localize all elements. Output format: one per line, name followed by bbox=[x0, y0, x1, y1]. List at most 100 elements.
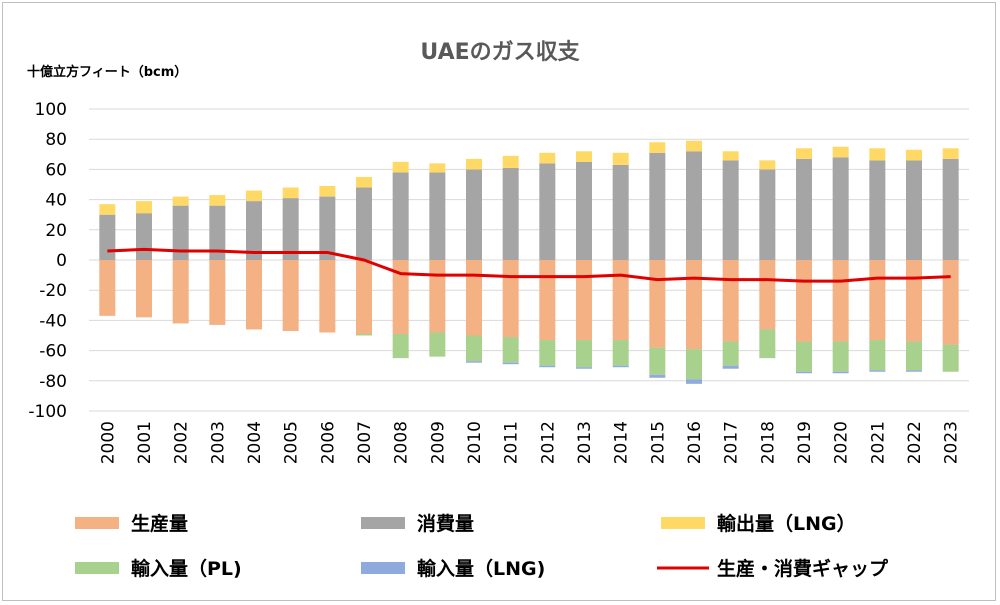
y-axis-ticks: 100 80 60 40 20 0 -20 -40 -60 -80 -100 bbox=[28, 100, 67, 422]
bar-segment bbox=[869, 160, 886, 260]
bar-segment bbox=[722, 365, 739, 369]
bar-segment bbox=[246, 260, 262, 330]
bar-segment bbox=[906, 260, 922, 342]
x-tick-label: 2016 bbox=[685, 421, 705, 464]
bar-segment bbox=[319, 186, 336, 197]
bar-segment bbox=[942, 148, 959, 159]
bar-segment bbox=[906, 341, 922, 371]
chart-title: UAEのガス収支 bbox=[420, 40, 580, 65]
x-tick-label: 2017 bbox=[722, 421, 742, 464]
bar-segment bbox=[686, 260, 702, 350]
y-tick-label: 20 bbox=[45, 221, 67, 241]
bar-segment bbox=[539, 365, 556, 368]
bar-segment bbox=[832, 146, 849, 158]
y-axis-unit-label: 十億立方フィート（bcm） bbox=[27, 64, 187, 80]
bar-segment bbox=[209, 260, 226, 325]
legend-swatch bbox=[361, 562, 405, 574]
x-tick-label: 2005 bbox=[282, 421, 302, 464]
bars bbox=[99, 140, 959, 384]
x-tick-label: 2004 bbox=[245, 421, 265, 464]
bar-segment bbox=[356, 333, 372, 336]
x-tick-label: 2011 bbox=[502, 421, 522, 464]
bar-segment bbox=[172, 196, 189, 206]
bar-segment bbox=[649, 260, 666, 348]
bar-segment bbox=[796, 158, 812, 260]
x-tick-label: 2008 bbox=[392, 421, 412, 464]
bar-segment bbox=[99, 204, 116, 215]
bar-segment bbox=[869, 148, 886, 161]
bar-segment bbox=[796, 371, 812, 374]
y-tick-label: -40 bbox=[39, 311, 67, 331]
bar-segment bbox=[759, 329, 776, 359]
bar-segment bbox=[722, 260, 739, 342]
bar-segment bbox=[502, 155, 519, 168]
x-tick-label: 2019 bbox=[795, 421, 815, 464]
bar-segment bbox=[906, 149, 922, 161]
bar-segment bbox=[246, 201, 262, 260]
bar-segment bbox=[502, 362, 519, 365]
x-tick-label: 2007 bbox=[355, 421, 375, 464]
y-tick-label: 0 bbox=[56, 251, 67, 271]
bar-segment bbox=[612, 164, 629, 260]
bar-segment bbox=[392, 260, 409, 334]
bar-segment bbox=[832, 371, 849, 374]
x-tick-label: 2018 bbox=[758, 421, 778, 464]
bar-segment bbox=[502, 260, 519, 338]
legend-swatch bbox=[75, 517, 119, 529]
bar-segment bbox=[502, 167, 519, 260]
x-tick-label: 2006 bbox=[318, 421, 338, 464]
legend-label: 輸入量（LNG) bbox=[417, 557, 545, 580]
x-tick-label: 2000 bbox=[98, 421, 118, 464]
bar-segment bbox=[539, 340, 556, 366]
bar-segment bbox=[356, 260, 372, 334]
bar-segment bbox=[686, 140, 702, 152]
bar-segment bbox=[612, 152, 629, 165]
legend-label: 生産量 bbox=[131, 512, 188, 535]
bar-segment bbox=[649, 374, 666, 378]
y-tick-label: -60 bbox=[39, 342, 67, 362]
x-tick-label: 2014 bbox=[612, 421, 632, 464]
bar-segment bbox=[906, 160, 922, 260]
x-tick-label: 2020 bbox=[832, 421, 852, 464]
bar-segment bbox=[869, 260, 886, 341]
bar-segment bbox=[282, 260, 299, 331]
bar-segment bbox=[869, 370, 886, 372]
x-tick-label: 2012 bbox=[538, 421, 558, 464]
bar-segment bbox=[466, 169, 482, 260]
legend-label: 輸出量（LNG） bbox=[717, 512, 856, 535]
y-tick-label: 60 bbox=[45, 160, 67, 180]
bar-segment bbox=[686, 379, 702, 384]
legend-label: 輸入量（PL) bbox=[131, 557, 242, 580]
legend-swatch bbox=[661, 517, 705, 529]
bar-segment bbox=[722, 151, 739, 161]
bar-segment bbox=[466, 260, 482, 336]
x-tick-label: 2015 bbox=[648, 421, 668, 464]
bar-segment bbox=[136, 213, 152, 260]
x-tick-label: 2023 bbox=[942, 421, 962, 464]
bar-segment bbox=[942, 344, 959, 372]
legend: 生産量 消費量 輸出量（LNG） 輸入量（PL) 輸入量（LNG) 生産・消費ギャップ bbox=[75, 512, 889, 580]
bar-segment bbox=[466, 158, 482, 170]
bar-segment bbox=[429, 260, 446, 333]
bar-segment bbox=[796, 341, 812, 372]
bar-segment bbox=[502, 337, 519, 363]
bar-segment bbox=[99, 214, 116, 260]
gap-line-layer bbox=[107, 247, 951, 283]
bar-segment bbox=[942, 260, 959, 345]
y-tick-label: -100 bbox=[28, 402, 67, 422]
legend-swatch bbox=[75, 562, 119, 574]
bar-segment bbox=[649, 152, 666, 260]
bar-segment bbox=[759, 160, 776, 170]
bar-segment bbox=[796, 260, 812, 342]
x-tick-label: 2009 bbox=[428, 421, 448, 464]
bar-segment bbox=[392, 161, 409, 173]
bar-segment bbox=[576, 161, 592, 260]
bar-segment bbox=[539, 152, 556, 164]
bar-segment bbox=[722, 341, 739, 366]
bar-segment bbox=[319, 196, 336, 260]
bar-segment bbox=[209, 205, 226, 260]
bar-segment bbox=[759, 260, 776, 330]
legend-label: 生産・消費ギャップ bbox=[717, 557, 889, 580]
bar-segment bbox=[832, 341, 849, 372]
